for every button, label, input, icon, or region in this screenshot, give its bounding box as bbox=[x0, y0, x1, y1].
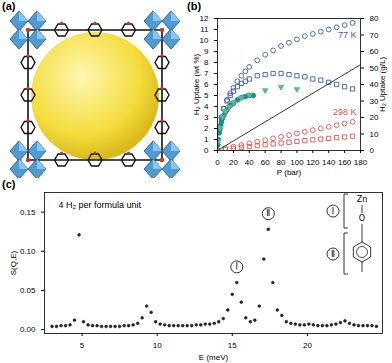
svg-text:10: 10 bbox=[370, 130, 379, 139]
svg-text:77 K: 77 K bbox=[338, 30, 357, 40]
svg-text:0.10: 0.10 bbox=[20, 247, 36, 256]
svg-text:298 K: 298 K bbox=[333, 107, 357, 117]
svg-text:5: 5 bbox=[80, 341, 85, 350]
svg-text:0: 0 bbox=[215, 158, 220, 167]
svg-text:Ⅰ: Ⅰ bbox=[332, 207, 334, 216]
svg-text:30: 30 bbox=[369, 96, 379, 106]
svg-text:E (meV): E (meV) bbox=[199, 353, 229, 362]
svg-text:20: 20 bbox=[303, 341, 312, 350]
svg-text:15: 15 bbox=[228, 341, 237, 350]
svg-text:11: 11 bbox=[200, 25, 209, 34]
svg-text:Zn: Zn bbox=[357, 195, 368, 204]
html-text:(b): (b) bbox=[187, 0, 201, 12]
svg-text:20: 20 bbox=[229, 158, 238, 167]
svg-text:100: 100 bbox=[290, 158, 304, 167]
svg-text:O: O bbox=[359, 214, 365, 223]
svg-text:H₂ Uptake (wt %): H₂ Uptake (wt %) bbox=[192, 53, 201, 115]
svg-text:3: 3 bbox=[204, 113, 209, 122]
svg-text:7: 7 bbox=[204, 69, 209, 78]
svg-text:P (bar): P (bar) bbox=[277, 168, 302, 177]
svg-text:70: 70 bbox=[370, 31, 379, 40]
svg-text:120: 120 bbox=[306, 158, 320, 167]
svg-text:180: 180 bbox=[354, 158, 368, 167]
svg-text:50: 50 bbox=[369, 63, 379, 73]
svg-text:Ⅰ: Ⅰ bbox=[236, 262, 238, 271]
svg-text:8: 8 bbox=[204, 58, 209, 67]
html-text:(c): (c) bbox=[2, 178, 16, 190]
svg-text:H₂ Uptake (g/L): H₂ Uptake (g/L) bbox=[378, 57, 387, 112]
svg-text:60: 60 bbox=[370, 47, 379, 56]
svg-text:6: 6 bbox=[204, 80, 209, 89]
svg-text:S(Q,E): S(Q,E) bbox=[9, 250, 18, 275]
svg-text:80: 80 bbox=[370, 14, 379, 23]
svg-text:0.00: 0.00 bbox=[20, 325, 36, 334]
svg-text:0: 0 bbox=[370, 146, 375, 155]
svg-text:80: 80 bbox=[277, 158, 286, 167]
svg-text:Ⅱ: Ⅱ bbox=[331, 250, 335, 259]
html-text:(a): (a) bbox=[2, 0, 16, 12]
svg-text:0.05: 0.05 bbox=[20, 286, 36, 295]
svg-text:20: 20 bbox=[370, 113, 379, 122]
svg-text:5: 5 bbox=[204, 91, 209, 100]
svg-text:4 H₂ per formula unit: 4 H₂ per formula unit bbox=[59, 200, 142, 210]
svg-text:0.15: 0.15 bbox=[20, 208, 36, 217]
svg-text:60: 60 bbox=[261, 158, 270, 167]
svg-text:4: 4 bbox=[204, 102, 209, 111]
svg-text:140: 140 bbox=[322, 158, 336, 167]
svg-text:10: 10 bbox=[200, 36, 209, 45]
svg-text:40: 40 bbox=[369, 80, 379, 90]
svg-text:12: 12 bbox=[200, 14, 209, 23]
svg-text:Ⅱ: Ⅱ bbox=[266, 209, 270, 218]
svg-text:160: 160 bbox=[338, 158, 352, 167]
svg-text:1: 1 bbox=[204, 135, 209, 144]
svg-text:40: 40 bbox=[245, 158, 254, 167]
svg-text:9: 9 bbox=[204, 47, 209, 56]
svg-text:2: 2 bbox=[204, 124, 209, 133]
svg-text:0: 0 bbox=[204, 146, 209, 155]
svg-text:10: 10 bbox=[153, 341, 162, 350]
